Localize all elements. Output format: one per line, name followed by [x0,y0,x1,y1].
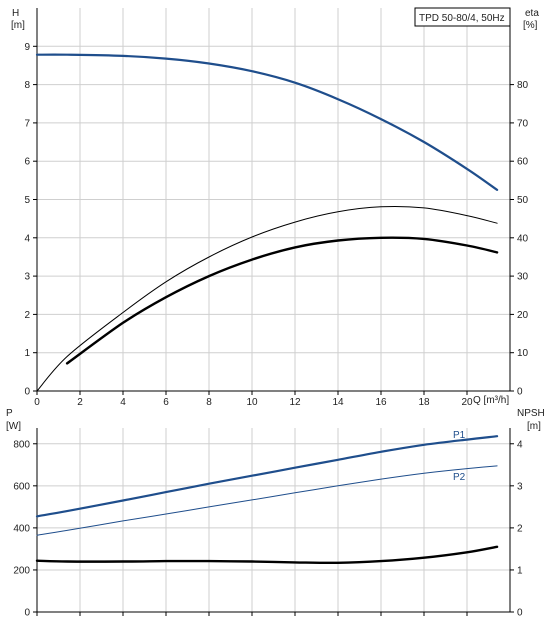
series-line-0-0 [35,53,499,191]
y-right-tick-label: 2 [517,523,523,534]
y-right-tick-label: 30 [517,272,529,283]
series-line-1-1 [36,465,498,536]
x-tick-label: 6 [163,397,169,408]
y-left-tick-label: 2 [24,310,30,321]
y-right-label-unit: [%] [523,20,538,31]
y-left-label-name: H [12,8,19,19]
series-line-0-2 [65,236,499,365]
y-right-tick-label: 50 [517,195,529,206]
series-line-0-1 [36,205,498,392]
npsh-label-unit: [m] [527,421,541,432]
y-left-tick-label: 600 [13,481,30,492]
y-left-tick-label: 6 [24,157,30,168]
x-tick-label: 8 [206,397,212,408]
p-label-unit: [W] [6,421,21,432]
y-left-tick-label: 5 [24,195,30,206]
y-right-tick-label: 0 [517,387,523,398]
y-left-tick-label: 0 [24,608,30,619]
y-right-tick-label: 0 [517,608,523,619]
x-tick-label: 14 [332,397,344,408]
chart-title: TPD 50-80/4, 50Hz [419,13,505,24]
y-left-tick-label: 7 [24,118,30,129]
y-left-tick-label: 0 [24,387,30,398]
x-tick-label: 18 [418,397,430,408]
top-series [35,53,499,392]
y-left-tick-label: 800 [13,439,30,450]
y-left-tick-label: 1 [24,348,30,359]
y-right-tick-label: 1 [517,565,523,576]
series-line-1-2 [35,545,499,565]
x-tick-label: 16 [375,397,387,408]
y-left-tick-label: 3 [24,272,30,283]
y-right-tick-label: 4 [517,439,523,450]
y-right-tick-label: 70 [517,118,529,129]
y-right-tick-label: 10 [517,348,529,359]
top-gridlines [37,8,510,391]
x-tick-label: 12 [289,397,301,408]
y-right-tick-label: 40 [517,233,529,244]
series-line-1-0 [35,435,499,518]
bottom-gridlines [37,428,510,612]
chart-title-box [414,7,511,27]
x-tick-label: 20 [461,397,473,408]
y-right-tick-label: 3 [517,481,523,492]
y-left-tick-label: 4 [24,233,30,244]
y-left-tick-label: 400 [13,523,30,534]
x-tick-label: 0 [34,397,40,408]
y-right-tick-label: 20 [517,310,529,321]
y-right-tick-label: 80 [517,80,529,91]
y-left-label-unit: [m] [11,20,25,31]
npsh-label-name: NPSH [517,408,545,419]
bottom-series [35,435,499,565]
y-left-tick-label: 200 [13,565,30,576]
y-right-tick-label: 60 [517,157,529,168]
y-right-label-name: eta [525,8,539,19]
y-left-tick-label: 9 [24,42,30,53]
p-label-name: P [6,408,13,419]
legend-p1: P1 [453,430,466,441]
x-axis-label: Q [m³/h] [473,395,509,406]
power-npsh-panel: 0 200 400 600 800 0 1 2 3 4 P [W] NPSH [m] P1 P2 [6,408,545,619]
x-tick-label: 4 [120,397,126,408]
y-left-tick-label: 8 [24,80,30,91]
legend-p2: P2 [453,472,466,483]
bottom-tick-labels: 0 200 400 600 800 0 1 2 3 4 [13,439,523,618]
x-tick-label: 2 [77,397,83,408]
x-tick-label: 10 [246,397,258,408]
